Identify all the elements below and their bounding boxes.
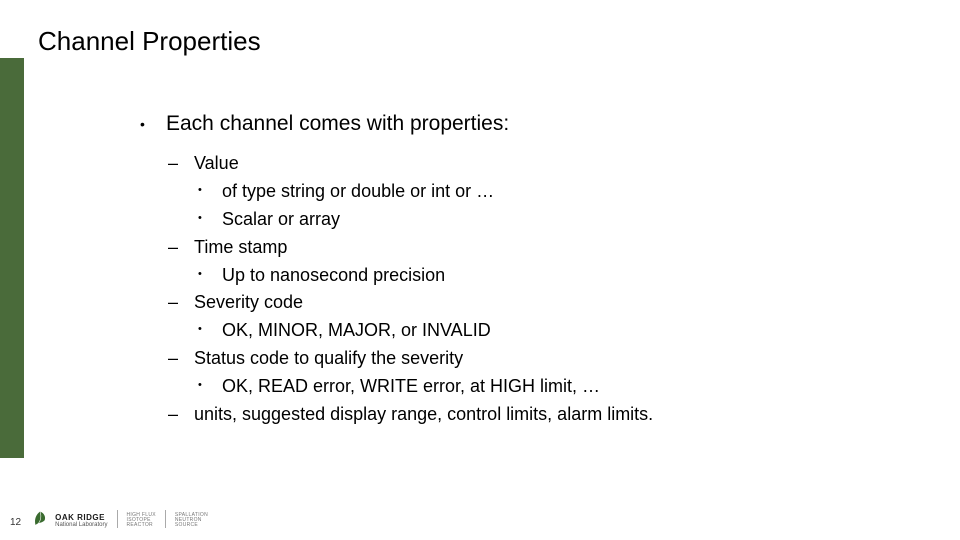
ornl-bottom-text: National Laboratory: [55, 522, 107, 528]
list-item-label: units, suggested display range, control …: [194, 404, 653, 424]
ornl-top-text: OAK RIDGE: [55, 514, 107, 522]
bullet-list-lvl3: OK, MINOR, MAJOR, or INVALID: [194, 317, 910, 345]
ornl-logo-text: OAK RIDGE National Laboratory: [55, 514, 107, 528]
page-number: 12: [10, 517, 21, 528]
list-item-label: Scalar or array: [222, 209, 340, 229]
list-item: OK, READ error, WRITE error, at HIGH lim…: [194, 373, 910, 401]
accent-bar: [0, 58, 24, 458]
footer: 12 OAK RIDGE National Laboratory HIGH FL…: [10, 510, 208, 528]
bullet-list-lvl3: Up to nanosecond precision: [194, 262, 910, 290]
list-item-label: Time stamp: [194, 237, 287, 257]
list-item-label: Up to nanosecond precision: [222, 265, 445, 285]
logo-line: REACTOR: [127, 523, 156, 528]
logo-line: SOURCE: [175, 523, 208, 528]
content-area: Each channel comes with properties: Valu…: [140, 112, 910, 443]
list-item-label: of type string or double or int or …: [222, 181, 494, 201]
bullet-list-lvl3: of type string or double or int or … Sca…: [194, 178, 910, 234]
list-item: units, suggested display range, control …: [166, 401, 910, 429]
divider: [117, 510, 118, 528]
list-item: Status code to qualify the severity OK, …: [166, 345, 910, 401]
list-item-label: Each channel comes with properties:: [166, 112, 509, 135]
list-item: Time stamp Up to nanosecond precision: [166, 234, 910, 290]
bullet-list-lvl2: Value of type string or double or int or…: [166, 150, 910, 429]
list-item-label: OK, MINOR, MAJOR, or INVALID: [222, 320, 491, 340]
list-item: Value of type string or double or int or…: [166, 150, 910, 234]
bullet-list-lvl1: Each channel comes with properties: Valu…: [140, 112, 910, 429]
list-item: Scalar or array: [194, 206, 910, 234]
list-item-label: Status code to qualify the severity: [194, 348, 463, 368]
slide: Channel Properties Each channel comes wi…: [0, 0, 960, 540]
list-item: Severity code OK, MINOR, MAJOR, or INVAL…: [166, 289, 910, 345]
list-item: of type string or double or int or …: [194, 178, 910, 206]
list-item: Up to nanosecond precision: [194, 262, 910, 290]
list-item-label: Severity code: [194, 292, 303, 312]
sns-logo: SPALLATION NEUTRON SOURCE: [175, 513, 208, 528]
hfir-logo: HIGH FLUX ISOTOPE REACTOR: [127, 513, 156, 528]
list-item-label: Value: [194, 153, 239, 173]
bullet-list-lvl3: OK, READ error, WRITE error, at HIGH lim…: [194, 373, 910, 401]
list-item: OK, MINOR, MAJOR, or INVALID: [194, 317, 910, 345]
ornl-leaf-icon: [31, 510, 49, 528]
slide-title: Channel Properties: [38, 26, 261, 57]
list-item-label: OK, READ error, WRITE error, at HIGH lim…: [222, 376, 600, 396]
divider: [165, 510, 166, 528]
list-item: Each channel comes with properties: Valu…: [140, 112, 910, 429]
